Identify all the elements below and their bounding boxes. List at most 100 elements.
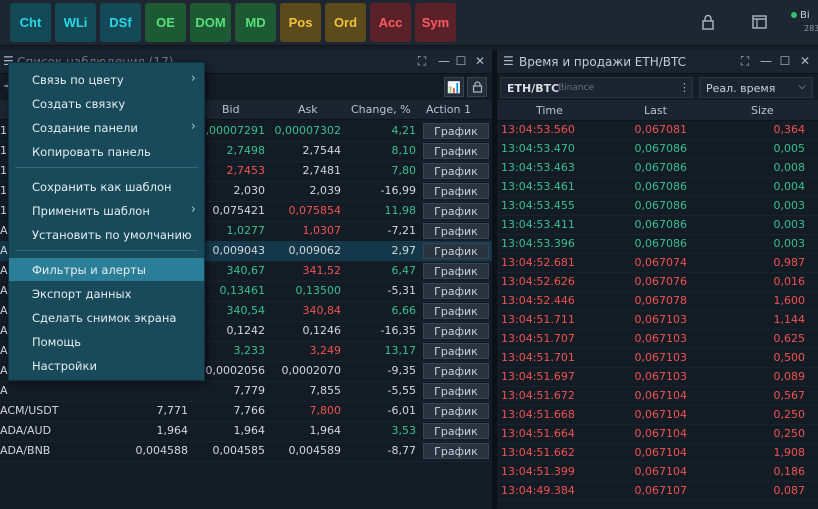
watchlist-row[interactable]: A 0,0002056 0,0002070 -9,35 График [0, 361, 492, 382]
menu-item[interactable]: Сделать снимок экрана [9, 306, 204, 329]
watchlist-row[interactable]: 1 2,7498 2,7544 8,10 График [0, 141, 492, 162]
watchlist-row[interactable]: A 1,0277 1,0307 -7,21 График [0, 221, 492, 242]
trade-row: 13:04:51.711 0,067103 1,144 [497, 311, 818, 330]
menu-item[interactable]: Сохранить как шаблон [9, 175, 204, 198]
watchlist-row[interactable]: 1 0,075421 0,075854 11,98 График [0, 201, 492, 222]
toolbar-button-md[interactable]: MD [235, 3, 276, 42]
expand-icon[interactable]: ⛶ [417, 53, 427, 68]
change-cell: 6,66 [391, 304, 417, 317]
trade-price: 0,067074 [634, 256, 688, 269]
watchlist-row[interactable]: A 340,54 340,84 6,66 График [0, 301, 492, 322]
chart-button[interactable]: График [423, 403, 489, 419]
menu-item[interactable]: Применить шаблон › [9, 199, 204, 222]
chart-button[interactable]: График [423, 423, 489, 439]
chart-button[interactable]: График [423, 323, 489, 339]
trade-time: 13:04:53.560 [501, 123, 575, 136]
chart-button[interactable]: График [423, 283, 489, 299]
chart-button[interactable]: График [423, 443, 489, 459]
menu-item[interactable]: Помощь [9, 330, 204, 353]
panel-divider[interactable] [492, 50, 497, 509]
chart-button[interactable]: График [423, 123, 489, 139]
mode-select[interactable]: Реал. время ⌵ [699, 77, 813, 98]
trade-price: 0,067104 [634, 446, 688, 459]
watchlist-row[interactable]: ADA/BNB 0,004588 0,004585 0,004589 -8,77 Граф… [0, 441, 492, 462]
chart-button[interactable]: График [423, 263, 489, 279]
col-size[interactable]: Size [751, 104, 774, 117]
menu-item[interactable]: Копировать панель [9, 140, 204, 163]
watchlist-row[interactable]: A 0,13461 0,13500 -5,31 График [0, 281, 492, 302]
watchlist-row[interactable]: A 0,1242 0,1246 -16,35 График [0, 321, 492, 342]
chart-button[interactable]: График [423, 243, 489, 259]
trade-row: 13:04:51.701 0,067103 0,500 [497, 349, 818, 368]
watchlist-row[interactable]: 1 2,7453 2,7481 7,80 График [0, 161, 492, 182]
bid-cell: 2,7453 [226, 164, 266, 177]
toolbar-button-pos[interactable]: Pos [280, 3, 321, 42]
chevron-down-icon: ⌵ [798, 81, 806, 92]
menu-item[interactable]: Настройки [9, 354, 204, 377]
col-ask[interactable]: Ask [298, 103, 318, 116]
watchlist-row[interactable]: 1 0,00007291 0,00007302 4,21 График [0, 121, 492, 142]
maximize-icon[interactable]: ☐ [455, 54, 467, 68]
menu-item[interactable]: Создание панели › [9, 116, 204, 139]
expand-icon[interactable]: ⛶ [740, 53, 750, 68]
maximize-icon[interactable]: ☐ [779, 54, 791, 68]
close-icon[interactable]: ✕ [474, 54, 486, 68]
lock-small-icon[interactable] [467, 77, 487, 97]
change-cell: 2,97 [391, 244, 417, 257]
chart-button[interactable]: График [423, 203, 489, 219]
hamburger-icon[interactable]: ☰ [503, 54, 514, 68]
toolbar-button-cht[interactable]: Cht [10, 3, 51, 42]
toolbar-button-dsf[interactable]: DSf [100, 3, 141, 42]
menu-item[interactable]: Установить по умолчанию [9, 223, 204, 246]
chart-button[interactable]: График [423, 143, 489, 159]
toolbar-button-sym[interactable]: Sym [415, 3, 456, 42]
toolbar-button-ord[interactable]: Ord [325, 3, 366, 42]
menu-item[interactable]: Создать связку [9, 92, 204, 115]
symbol-cell: 1 [0, 164, 7, 177]
symbol-selector[interactable]: ETH/BTC Binance ⋮ [500, 77, 693, 98]
col-last[interactable]: Last [644, 104, 667, 117]
col-action[interactable]: Action 1 [426, 103, 471, 116]
chart-button[interactable]: График [423, 303, 489, 319]
minimize-icon[interactable]: — [438, 54, 450, 68]
col-bid[interactable]: Bid [222, 103, 240, 116]
menu-item[interactable]: Фильтры и алерты [9, 258, 204, 281]
last-cell: 1,964 [156, 424, 189, 437]
watchlist-row[interactable]: ACM/USDT 7,771 7,766 7,800 -6,01 График [0, 401, 492, 422]
watchlist-row[interactable]: A 3,233 3,249 13,17 График [0, 341, 492, 362]
chart-button[interactable]: График [423, 363, 489, 379]
watchlist-row[interactable]: A 340,67 341,52 6,47 График [0, 261, 492, 282]
chart-button[interactable]: График [423, 343, 489, 359]
chart-button[interactable]: График [423, 383, 489, 399]
trade-size: 0,003 [773, 218, 806, 231]
col-time[interactable]: Time [536, 104, 563, 117]
symbol-cell: 1 [0, 184, 7, 197]
close-icon[interactable]: ✕ [799, 54, 811, 68]
watchlist-row[interactable]: A 7,779 7,855 -5,55 График [0, 381, 492, 402]
change-cell: -9,35 [387, 364, 416, 377]
more-icon[interactable]: ⋮ [679, 81, 690, 94]
toolbar-button-acc[interactable]: Acc [370, 3, 411, 42]
time-sales-panel: ☰ Время и продажи ETH/BTC ⛶ — ☐ ✕ ETH/BT… [497, 50, 818, 509]
lock-icon[interactable] [698, 12, 718, 32]
menu-item[interactable]: Экспорт данных [9, 282, 204, 305]
menu-item[interactable]: Связь по цвету › [9, 68, 204, 91]
hamburger-icon[interactable]: ☰ [3, 54, 14, 68]
toolbar-button-oe[interactable]: OE [145, 3, 186, 42]
toolbar-button-wli[interactable]: WLi [55, 3, 96, 42]
toolbar-button-dom[interactable]: DOM [190, 3, 231, 42]
col-change[interactable]: Change, % [351, 103, 411, 116]
trade-size: 0,005 [773, 142, 806, 155]
trade-size: 0,364 [773, 123, 806, 136]
chart-bars-icon[interactable]: 📊 [444, 77, 464, 97]
connection-status[interactable]: Bi [791, 10, 810, 21]
window-icon[interactable] [749, 12, 769, 32]
watchlist-row[interactable]: 1 2,030 2,039 -16,99 График [0, 181, 492, 202]
chart-button[interactable]: График [423, 163, 489, 179]
main-toolbar: Cht WLi DSf OE DOM MD Pos Ord Acc Sym Bi 283 [0, 0, 818, 46]
change-cell: 8,10 [391, 144, 417, 157]
chart-button[interactable]: График [423, 223, 489, 239]
chart-button[interactable]: График [423, 183, 489, 199]
minimize-icon[interactable]: — [760, 54, 772, 68]
watchlist-row[interactable]: ADA/AUD 1,964 1,964 1,964 3,53 График [0, 421, 492, 442]
